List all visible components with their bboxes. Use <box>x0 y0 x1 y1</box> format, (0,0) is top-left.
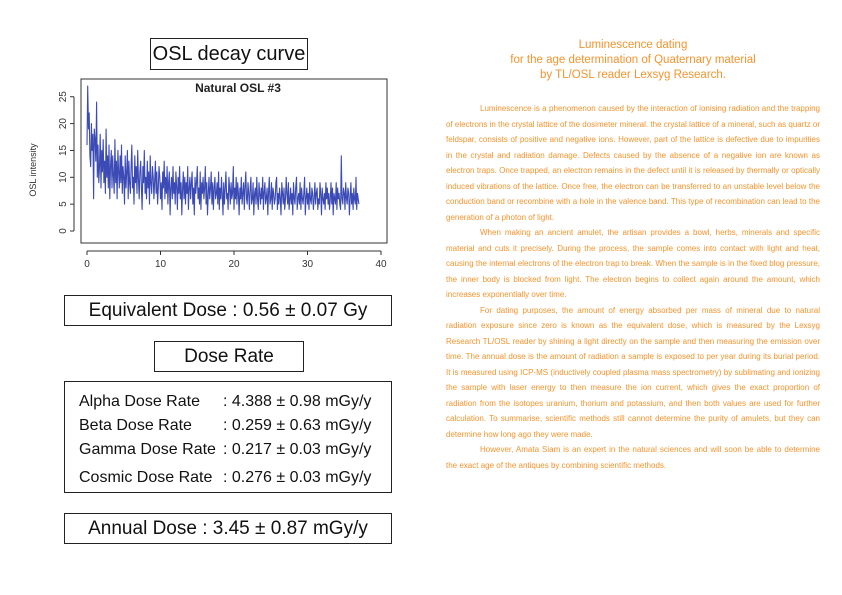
plot-frame <box>80 78 388 244</box>
dose-rate-value: : 4.388 ± 0.98 mGy/y <box>223 393 372 410</box>
article-paragraph: However, Amata Siam is an expert in the … <box>446 445 820 470</box>
dose-rate-row-cosmic: Cosmic Dose Rate : 0.276 ± 0.03 mGy/y <box>79 466 391 490</box>
osl-chart-svg: Natural OSL #3 OSL intensity 0 10 20 30 40 0… <box>28 78 388 270</box>
dose-rate-value: : 0.217 ± 0.03 mGy/y <box>223 441 372 458</box>
equivalent-dose-box: Equivalent Dose : 0.56 ± 0.07 Gy <box>64 295 392 326</box>
x-axis: 0 10 20 30 40 <box>84 250 387 270</box>
dose-rate-value: : 0.276 ± 0.03 mGy/y <box>223 469 372 486</box>
article: Luminescence dating for the age determin… <box>446 38 820 473</box>
y-tick-label: 20 <box>58 118 69 130</box>
plot-title: Natural OSL #3 <box>195 81 281 95</box>
osl-series-line <box>86 85 360 216</box>
x-tick-label: 20 <box>228 259 240 270</box>
article-title-line: by TL/OSL reader Lexsyg Research. <box>539 69 726 81</box>
dose-rate-heading: Dose Rate <box>184 345 274 367</box>
dose-rate-heading-box: Dose Rate <box>154 341 304 372</box>
dose-rate-name: Gamma Dose Rate <box>79 441 216 458</box>
y-tick-label: 0 <box>58 228 69 234</box>
y-tick-label: 5 <box>58 201 69 207</box>
article-title-line: for the age determination of Quaternary … <box>510 54 756 66</box>
article-paragraph: Luminescence is a phenomenon caused by t… <box>446 104 820 222</box>
y-tick-label: 25 <box>58 91 69 103</box>
dose-rate-row-beta: Beta Dose Rate : 0.259 ± 0.63 mGy/y <box>79 414 391 438</box>
dose-rate-name: Beta Dose Rate <box>79 417 192 434</box>
equivalent-dose-text: Equivalent Dose : 0.56 ± 0.07 Gy <box>88 299 368 321</box>
chart-heading: OSL decay curve <box>152 42 306 65</box>
dose-rate-name: Cosmic Dose Rate <box>79 469 213 486</box>
y-tick-label: 10 <box>58 171 69 183</box>
y-axis: 0 5 10 15 20 25 <box>58 91 75 234</box>
x-tick-label: 10 <box>155 259 167 270</box>
dose-rate-row-alpha: Alpha Dose Rate : 4.388 ± 0.98 mGy/y <box>79 390 391 414</box>
x-tick-label: 40 <box>375 259 387 270</box>
article-paragraph: For dating purposes, the amount of energ… <box>446 305 820 439</box>
y-axis-label: OSL intensity <box>28 143 38 197</box>
dose-rate-value: : 0.259 ± 0.63 mGy/y <box>223 417 372 434</box>
chart-heading-box: OSL decay curve <box>150 38 308 70</box>
article-title-line: Luminescence dating <box>578 39 688 51</box>
y-tick-label: 15 <box>58 144 69 156</box>
annual-dose-text: Annual Dose : 3.45 ± 0.87 mGy/y <box>88 517 368 539</box>
dose-rate-table: Alpha Dose Rate : 4.388 ± 0.98 mGy/y Bet… <box>64 381 392 493</box>
article-paragraph: When making an ancient amulet, the artis… <box>446 228 820 299</box>
x-tick-label: 30 <box>302 259 314 270</box>
article-title: Luminescence dating for the age determin… <box>446 38 820 83</box>
osl-decay-chart: Natural OSL #3 OSL intensity 0 10 20 30 40 0… <box>28 76 398 288</box>
dose-rate-name: Alpha Dose Rate <box>79 393 200 410</box>
dose-rate-row-gamma: Gamma Dose Rate : 0.217 ± 0.03 mGy/y <box>79 438 391 462</box>
annual-dose-box: Annual Dose : 3.45 ± 0.87 mGy/y <box>64 513 392 544</box>
x-tick-label: 0 <box>84 259 90 270</box>
